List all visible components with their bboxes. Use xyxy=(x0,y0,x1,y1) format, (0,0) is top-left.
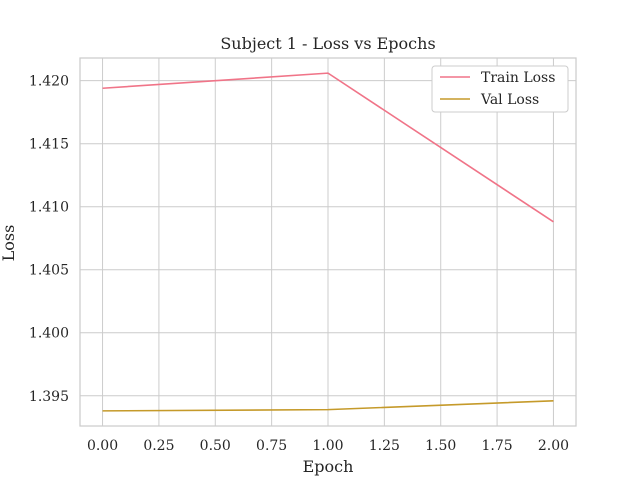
y-tick-label: 1.405 xyxy=(29,263,69,279)
series-lines xyxy=(102,72,554,412)
chart-title: Subject 1 - Loss vs Epochs xyxy=(220,34,435,53)
x-tick-label: 0.50 xyxy=(200,438,231,454)
legend-label-train-loss: Train Loss xyxy=(481,70,555,86)
legend-label-val-loss: Val Loss xyxy=(480,92,539,108)
x-tick-label: 0.00 xyxy=(87,438,118,454)
x-tick-label: 1.75 xyxy=(482,438,513,454)
x-tick-label: 1.25 xyxy=(369,438,400,454)
grid-lines xyxy=(80,58,576,426)
x-tick-label: 1.00 xyxy=(312,438,343,454)
y-tick-label: 1.410 xyxy=(29,200,69,216)
y-tick-label: 1.395 xyxy=(29,389,69,405)
legend: Train Loss Val Loss xyxy=(431,65,569,113)
x-tick-label: 0.75 xyxy=(256,438,287,454)
x-tick-label: 1.50 xyxy=(425,438,456,454)
tick-labels: 0.00 0.25 0.50 0.75 1.00 1.25 1.50 1.75 2.00 1.39… xyxy=(29,74,569,454)
series-line-val-loss xyxy=(102,399,554,412)
x-tick-label: 2.00 xyxy=(538,438,569,454)
x-tick-label: 0.25 xyxy=(143,438,174,454)
plot-frame xyxy=(79,57,577,427)
x-axis-title: Epoch xyxy=(303,457,354,476)
y-axis-title: Loss xyxy=(0,225,18,262)
y-tick-label: 1.400 xyxy=(29,326,69,342)
axes xyxy=(79,57,577,427)
series-line-train-loss xyxy=(102,72,554,223)
y-tick-label: 1.415 xyxy=(29,137,69,153)
y-tick-label: 1.420 xyxy=(29,74,69,90)
